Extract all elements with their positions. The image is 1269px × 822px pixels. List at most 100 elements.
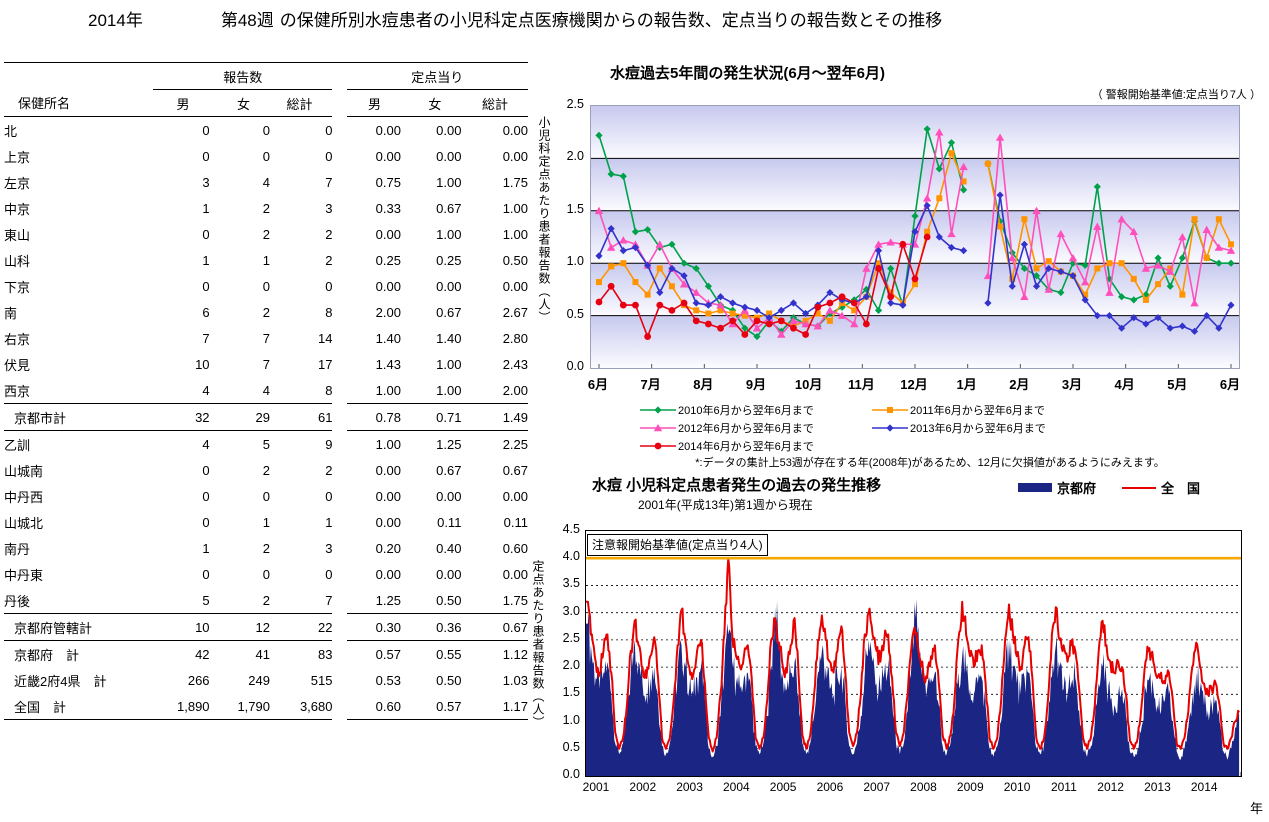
x-tick-label: 1月 xyxy=(956,377,977,392)
table-cell: 0.67 xyxy=(436,200,462,216)
table-cell: 1.03 xyxy=(502,672,528,688)
legend-item: 2011年6月から翌年6月まで xyxy=(872,402,1104,418)
table-cell: 0 xyxy=(202,566,210,582)
y-tick-label: 3.5 xyxy=(562,576,580,591)
table-cell: 0 xyxy=(202,148,210,164)
year-tick-label: 2011 xyxy=(1050,780,1077,794)
table-cell: 0.00 xyxy=(375,278,401,294)
table-cell: 3 xyxy=(202,174,210,190)
table-cell: 0.00 xyxy=(375,488,401,504)
trend-plot-area xyxy=(590,105,1240,369)
legend-item: 2013年6月から翌年6月まで xyxy=(872,420,1104,436)
column-gap xyxy=(332,693,346,720)
table-cell: 0.00 xyxy=(436,148,462,164)
table-cell: 2 xyxy=(262,304,270,320)
health-center-name: 山城南 xyxy=(4,463,44,479)
table-row: 山城南 0 2 2 0.00 0.67 0.67 xyxy=(4,457,528,483)
table-cell: 1.12 xyxy=(502,646,528,662)
column-gap xyxy=(332,641,346,668)
table-cell: 0 xyxy=(202,488,210,504)
table-cell: 0 xyxy=(262,148,270,164)
table-cell: 3 xyxy=(325,200,333,216)
table-cell: 0 xyxy=(325,488,333,504)
column-gap xyxy=(332,117,346,144)
group-header-reports: 報告数 xyxy=(153,62,333,90)
health-center-name: 左京 xyxy=(4,175,31,191)
table-cell: 0.00 xyxy=(502,488,528,504)
table-cell: 1.00 xyxy=(375,436,401,452)
table-cell: 0.00 xyxy=(375,514,401,530)
trend-chart-title: 水痘過去5年間の発生状況(6月～翌年6月) xyxy=(610,65,886,82)
table-cell: 1.25 xyxy=(436,436,462,452)
history-legend: 京都府 全 国 xyxy=(1018,478,1200,497)
table-cell: 0.36 xyxy=(400,613,462,641)
health-center-name: 山城北 xyxy=(4,515,44,531)
y-tick-label: 1.5 xyxy=(566,201,584,216)
column-gap xyxy=(332,221,346,247)
column-header-name: 保健所名 xyxy=(4,89,154,117)
table-cell: 1.40 xyxy=(436,330,462,346)
table-cell: 1 xyxy=(262,252,270,268)
table-cell: 3,680 xyxy=(270,693,333,720)
legend-item: 2012年6月から翌年6月まで xyxy=(640,420,872,436)
table-cell: 2.67 xyxy=(502,304,528,320)
legend-marker-triangle xyxy=(640,424,676,432)
table-cell: 0.11 xyxy=(437,514,462,530)
table-cell: 0.25 xyxy=(375,252,401,268)
table-cell: 0.40 xyxy=(436,540,462,556)
table-cell: 0.50 xyxy=(436,672,462,688)
table-cell: 2.80 xyxy=(502,330,528,346)
x-tick-label: 10月 xyxy=(794,377,823,392)
table-row: 京都市計 32 29 61 0.78 0.71 1.49 xyxy=(4,403,528,431)
health-center-name: 京都府管轄計 xyxy=(4,613,154,641)
year-tick-label: 2008 xyxy=(910,780,937,794)
table-cell: 1.00 xyxy=(436,226,462,242)
y-tick-label: 2.5 xyxy=(566,97,584,111)
table-cell: 4 xyxy=(262,174,270,190)
y-tick-label: 1.0 xyxy=(562,712,580,727)
table-cell: 1,790 xyxy=(209,693,270,720)
series-line-2014 xyxy=(598,236,928,339)
table-row: 南丹 1 2 3 0.20 0.40 0.60 xyxy=(4,535,528,561)
table-cell: 1.25 xyxy=(346,587,401,614)
title-year: 2014年 xyxy=(88,11,143,30)
history-chart-title: 水痘 小児科定点患者発生の過去の発生推移 xyxy=(592,477,882,494)
table-row: 中京 1 2 3 0.33 0.67 1.00 xyxy=(4,195,528,221)
legend-marker-diamond xyxy=(640,406,676,414)
table-cell: 0.67 xyxy=(436,462,462,478)
table-cell: 0 xyxy=(325,566,333,582)
legend-label: 2012年6月から翌年6月まで xyxy=(678,423,814,435)
column-header-female-rate: 女 xyxy=(400,89,462,117)
table-row: 近畿2府4県 計 266 249 515 0.53 0.50 1.03 xyxy=(4,667,528,693)
column-gap xyxy=(332,404,346,431)
table-row: 中丹西 0 0 0 0.00 0.00 0.00 xyxy=(4,483,528,509)
table-row: 山城北 0 1 1 0.00 0.11 0.11 xyxy=(4,509,528,535)
health-center-name: 上京 xyxy=(4,149,31,165)
health-center-name: 乙訓 xyxy=(4,437,31,453)
table-cell: 0.67 xyxy=(461,613,528,641)
table-cell: 0.57 xyxy=(375,646,401,662)
column-header-female-count: 女 xyxy=(209,89,270,117)
table-cell: 61 xyxy=(270,403,333,431)
table-cell: 1 xyxy=(325,514,333,530)
table-cell: 0.53 xyxy=(375,672,401,688)
table-cell: 0.55 xyxy=(436,646,462,662)
year-tick-label: 2002 xyxy=(629,780,657,794)
table-cell: 1.43 xyxy=(375,356,401,372)
table-cell: 266 xyxy=(187,672,210,688)
table-cell: 2.00 xyxy=(375,304,401,320)
table-cell: 9 xyxy=(325,436,333,452)
table-cell: 2 xyxy=(262,200,270,216)
kyoto-area-series xyxy=(586,599,1240,776)
table-cell: 10 xyxy=(195,356,210,372)
table-cell: 0.00 xyxy=(436,122,462,138)
y-tick-label: 4.0 xyxy=(562,549,580,564)
y-tick-label: 3.0 xyxy=(562,603,580,618)
column-gap xyxy=(332,169,346,195)
table-cell: 0.50 xyxy=(400,587,462,614)
legend-item: 2010年6月から翌年6月まで xyxy=(640,402,872,418)
table-row: 京都府管轄計 10 12 22 0.30 0.36 0.67 xyxy=(4,613,528,641)
column-gap xyxy=(332,273,346,299)
table-cell: 1.00 xyxy=(502,226,528,242)
x-tick-label: 6月 xyxy=(587,377,609,392)
